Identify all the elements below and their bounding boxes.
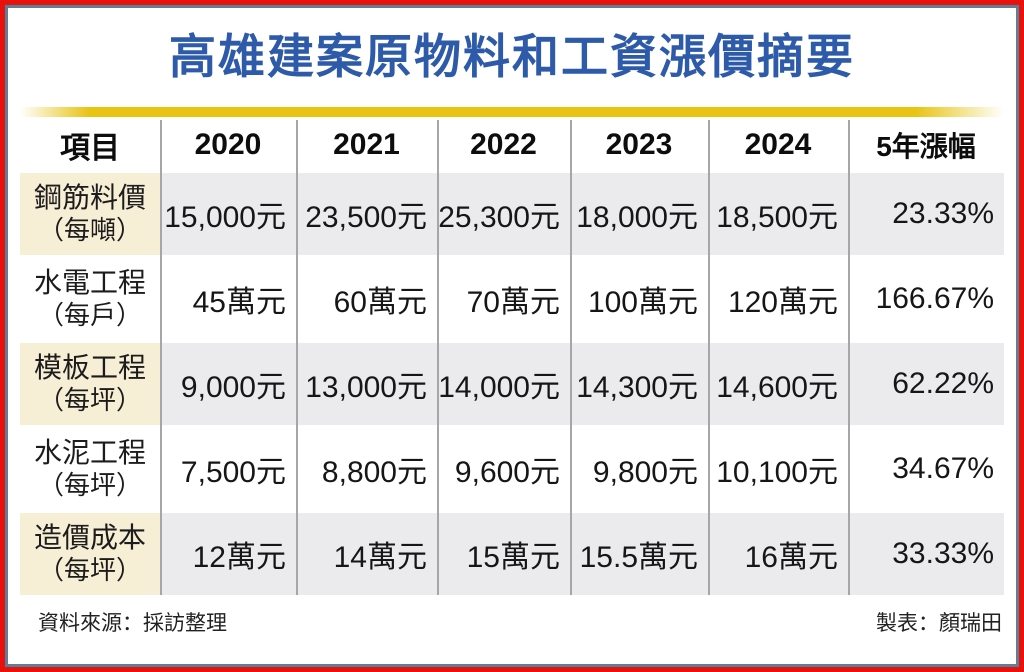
value-cell: 14萬元	[296, 512, 437, 595]
column-divider	[296, 119, 298, 595]
value-cell: 34.67%	[892, 451, 994, 485]
value-cell: 62.22%	[848, 342, 1004, 425]
value-cell: 9,600元	[454, 455, 560, 489]
value-cell: 15.5萬元	[570, 512, 708, 595]
value-cell: 9,000元	[160, 342, 296, 425]
value-cell: 60萬元	[333, 285, 427, 319]
row-item-unit: （每噸）	[37, 214, 142, 245]
column-divider	[708, 119, 710, 595]
value-cell: 45萬元	[192, 285, 286, 319]
value-cell: 166.67%	[875, 281, 994, 315]
row-item-name: 造價成本	[33, 522, 146, 554]
value-cell: 23.33%	[848, 172, 1004, 255]
column-divider	[160, 119, 162, 595]
value-cell: 33.33%	[848, 512, 1004, 595]
column-header: 2022	[470, 127, 537, 161]
row-item-name: 模板工程	[33, 352, 146, 384]
value-cell: 100萬元	[587, 285, 698, 319]
column-header: 2024	[744, 127, 812, 161]
column-divider	[848, 119, 850, 595]
row-label: 水泥工程 （每坪）	[20, 428, 160, 510]
value-cell: 10,100元	[716, 455, 838, 489]
value-cell: 9,800元	[592, 455, 698, 489]
value-cell: 120萬元	[727, 285, 838, 319]
row-label: 造價成本 （每坪）	[20, 512, 160, 595]
credit-note: 製表：顏瑞田	[876, 611, 1002, 635]
row-label: 鋼筋料價 （每噸）	[20, 172, 160, 255]
row-item-unit: （每戶）	[37, 299, 142, 330]
value-cell: 15萬元	[437, 512, 570, 595]
column-header: 2021	[333, 127, 400, 161]
value-cell: 15,000元	[160, 172, 296, 255]
value-cell: 18,500元	[708, 172, 848, 255]
value-cell: 18,000元	[570, 172, 708, 255]
value-cell: 7,500元	[180, 455, 286, 489]
row-item-name: 鋼筋料價	[33, 182, 146, 214]
source-note: 資料來源：採訪整理	[38, 611, 227, 635]
value-cell: 13,000元	[296, 342, 437, 425]
row-label: 模板工程 （每坪）	[20, 342, 160, 425]
value-cell: 14,000元	[437, 342, 570, 425]
value-cell: 23,500元	[296, 172, 437, 255]
value-cell: 8,800元	[321, 455, 427, 489]
row-item-unit: （每坪）	[37, 384, 142, 415]
value-cell: 25,300元	[437, 172, 570, 255]
value-cell: 12萬元	[160, 512, 296, 595]
column-header: 2023	[605, 127, 673, 161]
column-header: 5年漲幅	[876, 130, 976, 162]
column-divider	[570, 119, 572, 595]
price-table: 項目 2020 2021 2022 2023 2024 5年漲幅 鋼筋料價 （每噸） 15,000…	[20, 119, 1004, 595]
value-cell: 14,300元	[570, 342, 708, 425]
infographic-inner-panel: 高雄建案原物料和工資漲價摘要 項目 2020 2021 2022 2023 2024 5年漲…	[5, 5, 1019, 667]
row-item-unit: （每坪）	[37, 469, 142, 500]
row-item-unit: （每坪）	[37, 554, 142, 585]
row-label: 水電工程 （每戶）	[20, 258, 160, 340]
table-footer: 資料來源：採訪整理 製表：顏瑞田	[38, 607, 1002, 637]
column-header: 2020	[194, 127, 262, 161]
value-cell: 70萬元	[466, 285, 560, 319]
column-divider	[437, 119, 439, 595]
column-header: 項目	[60, 131, 120, 165]
title-underline-bar	[20, 106, 1004, 117]
row-item-name: 水泥工程	[33, 437, 146, 469]
value-cell: 16萬元	[708, 512, 848, 595]
page-title: 高雄建案原物料和工資漲價摘要	[169, 30, 855, 83]
row-item-name: 水電工程	[33, 267, 146, 299]
value-cell: 14,600元	[708, 342, 848, 425]
